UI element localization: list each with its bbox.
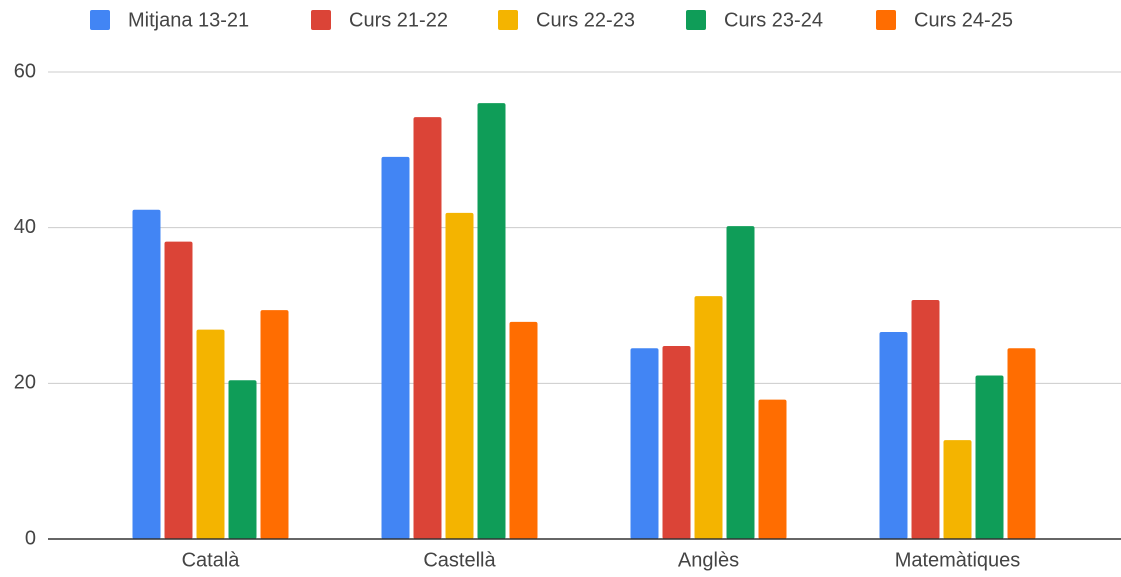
x-tick-label: Matemàtiques	[895, 549, 1021, 571]
x-tick-label: Castellà	[423, 549, 496, 571]
bar	[196, 329, 225, 539]
bar	[381, 156, 410, 540]
legend-swatch	[311, 10, 331, 30]
bar	[911, 300, 940, 539]
bar	[879, 331, 908, 539]
legend-label: Curs 23-24	[724, 9, 823, 31]
legend-label: Curs 21-22	[349, 9, 448, 31]
y-tick-label: 0	[25, 527, 36, 549]
legend-swatch	[90, 10, 110, 30]
legend-label: Curs 24-25	[914, 9, 1013, 31]
y-tick-label: 20	[14, 372, 36, 394]
bar	[132, 209, 161, 539]
legend-swatch	[498, 10, 518, 30]
bar	[943, 440, 972, 539]
y-tick-label: 60	[14, 60, 36, 82]
bar	[662, 345, 691, 539]
bar	[630, 348, 659, 539]
y-tick-label: 40	[14, 216, 36, 238]
bar	[726, 226, 755, 540]
bar	[694, 296, 723, 539]
legend-label: Mitjana 13-21	[128, 9, 249, 31]
x-tick-label: Català	[182, 549, 241, 571]
bar	[758, 399, 787, 539]
bar	[477, 103, 506, 539]
bar	[164, 241, 193, 539]
bar	[1007, 348, 1036, 539]
bar	[413, 117, 442, 539]
bar	[260, 310, 289, 539]
bar	[975, 375, 1004, 539]
bar	[445, 212, 474, 539]
legend-label: Curs 22-23	[536, 9, 635, 31]
bar	[228, 380, 257, 539]
legend-swatch	[686, 10, 706, 30]
x-tick-label: Anglès	[678, 549, 739, 571]
bar	[509, 321, 538, 539]
legend-swatch	[876, 10, 896, 30]
